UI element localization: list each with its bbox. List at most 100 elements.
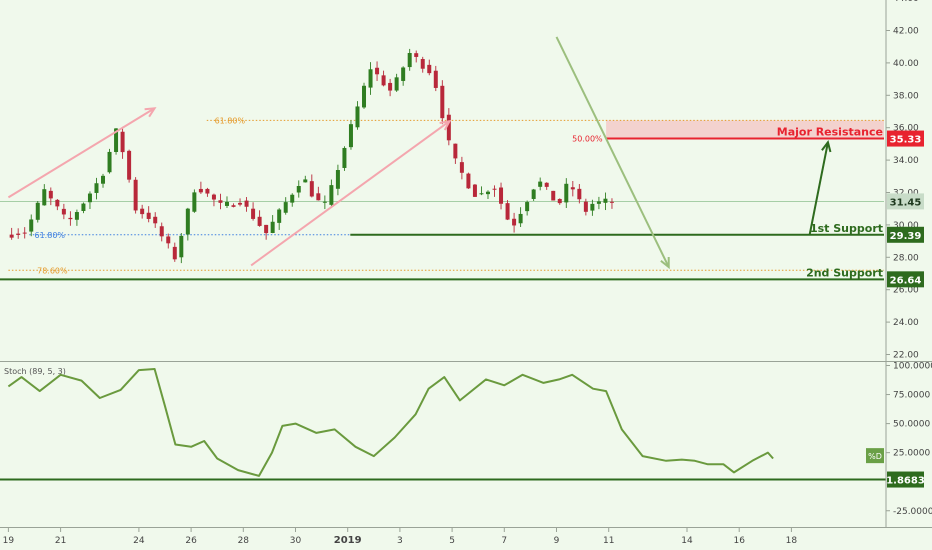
candle-body	[224, 201, 229, 206]
candle-body	[283, 202, 288, 213]
candle-body	[348, 124, 353, 148]
candle-body	[192, 192, 197, 212]
candle-body	[433, 70, 438, 88]
candle-body	[505, 203, 510, 220]
candle-body	[459, 162, 464, 173]
candle-body	[42, 189, 47, 206]
level-price-badge-label: 35.33	[890, 135, 922, 146]
candle-body	[231, 205, 236, 207]
candle-body	[453, 143, 458, 159]
x-axis-tick-label: 2019	[334, 535, 362, 546]
candle-body	[296, 186, 301, 193]
x-axis-tick-label: 5	[449, 536, 455, 546]
candle-body	[74, 212, 79, 220]
y-axis-tick-label: 24.00	[893, 318, 919, 328]
candle-body	[538, 181, 543, 187]
y-axis-tick-label: 28.00	[893, 253, 919, 263]
trend-arrow-head	[439, 119, 452, 131]
candle-body	[185, 208, 190, 235]
y-axis-tick-label: 22.00	[893, 351, 919, 361]
candle-body	[127, 150, 132, 180]
candle-body	[440, 85, 445, 119]
candle-body	[153, 216, 158, 224]
level-label: 1st Support	[810, 222, 883, 235]
trend-arrow-head	[821, 140, 832, 153]
candle-body	[198, 188, 203, 193]
candle-body	[596, 201, 601, 204]
candle-body	[512, 218, 517, 226]
stochastic-level-badge-label: 1.8683	[886, 476, 925, 487]
x-axis-tick-label: 11	[603, 536, 614, 546]
candle-body	[146, 212, 151, 219]
candle-body	[544, 182, 549, 187]
candle-body	[277, 209, 282, 223]
candle-body	[342, 147, 347, 168]
candle-body	[205, 188, 210, 194]
candle-body	[114, 128, 119, 152]
candle-body	[172, 246, 177, 260]
candle-body	[179, 235, 184, 258]
candle-body	[472, 184, 477, 197]
y-axis-tick-label: 34.00	[893, 156, 919, 166]
y-axis-tick-label: 26.00	[893, 286, 919, 296]
candle-body	[251, 208, 256, 219]
candle-body	[94, 183, 99, 193]
candle-body	[335, 170, 340, 189]
candle-body	[531, 189, 536, 199]
y-axis-tick-label: 40.00	[893, 59, 919, 69]
candle-body	[368, 69, 373, 88]
candle-body	[407, 53, 412, 68]
candle-body	[414, 53, 419, 57]
current-price-badge	[887, 193, 924, 210]
candle-body	[61, 208, 66, 215]
candle-body	[16, 233, 21, 235]
candle-body	[87, 193, 92, 203]
candle-body	[329, 185, 334, 205]
candle-body	[518, 213, 523, 224]
y-axis-tick-label: 44.00	[893, 0, 919, 4]
candle-body	[557, 198, 562, 204]
trend-arrow-line	[7, 107, 156, 199]
trend-arrow-line	[808, 142, 829, 235]
candle-body	[211, 194, 216, 200]
y-axis-tick-label: 42.00	[893, 27, 919, 37]
current-price-badge-label: 31.45	[890, 197, 922, 208]
candle-body	[35, 202, 40, 220]
level-label: 2nd Support	[806, 266, 883, 279]
fib-level-label: 61.80%	[215, 116, 246, 125]
candle-body	[68, 217, 73, 220]
candle-body	[570, 187, 575, 190]
candle-body	[140, 208, 145, 215]
candle-body	[257, 216, 262, 226]
level-price-badge	[887, 226, 924, 243]
candle-body	[583, 201, 588, 212]
candle-body	[603, 198, 608, 203]
stochastic-level-badge	[887, 471, 924, 488]
candle-body	[9, 234, 14, 238]
candle-body	[401, 67, 406, 81]
trend-arrow-line	[555, 36, 670, 268]
candle-body	[101, 175, 106, 184]
stochastic-title: Stoch (89, 5, 3)	[4, 367, 66, 376]
level-price-badge	[887, 271, 924, 288]
candle-body	[590, 203, 595, 211]
x-axis-tick-label: 24	[133, 536, 145, 546]
candle-body	[466, 173, 471, 189]
x-axis-tick-label: 9	[554, 536, 560, 546]
stochastic-y-axis-tick-label: 75.0000	[893, 391, 930, 401]
candle-body	[120, 131, 125, 153]
stochastic-y-axis-tick-label: 50.0000	[893, 420, 930, 430]
candle-body	[322, 201, 327, 203]
y-axis-tick-label: 36.00	[893, 124, 919, 134]
candle-body	[375, 67, 380, 75]
x-axis-tick-label: 21	[55, 536, 66, 546]
x-axis-tick-label: 14	[681, 536, 693, 546]
candle-body	[81, 203, 86, 211]
level-price-badge	[887, 130, 924, 147]
candle-body	[485, 191, 490, 195]
stochastic-y-axis-tick-label: -25.0000	[893, 507, 932, 517]
level-price-badge-label: 29.39	[890, 231, 922, 242]
candle-body	[362, 85, 367, 108]
candle-body	[446, 114, 451, 141]
